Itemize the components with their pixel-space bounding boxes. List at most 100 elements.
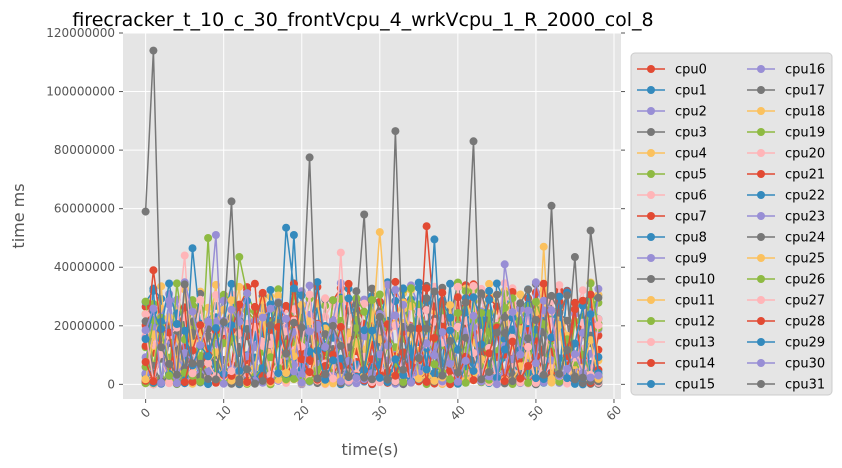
data-point xyxy=(438,328,447,337)
data-point xyxy=(492,290,501,299)
data-point xyxy=(383,280,392,289)
data-point xyxy=(414,374,423,383)
legend-label: cpu4 xyxy=(675,147,707,162)
data-point xyxy=(485,368,494,376)
data-point xyxy=(492,328,501,337)
data-point xyxy=(188,377,197,386)
data-point xyxy=(500,260,509,269)
data-point xyxy=(180,251,189,260)
data-point xyxy=(453,282,462,291)
legend-item-cpu12: cpu12 xyxy=(637,315,715,330)
data-point xyxy=(258,288,267,297)
data-point xyxy=(422,294,431,303)
data-point xyxy=(391,311,400,320)
data-point xyxy=(391,355,400,364)
data-point xyxy=(368,296,376,304)
data-point xyxy=(305,290,314,299)
legend-label: cpu1 xyxy=(675,84,707,99)
legend-marker xyxy=(647,254,655,262)
data-point xyxy=(305,327,314,336)
data-point xyxy=(297,300,306,309)
legend-item-cpu18: cpu18 xyxy=(747,105,825,120)
data-point xyxy=(157,343,166,352)
data-point xyxy=(196,289,205,298)
data-point xyxy=(594,321,603,330)
data-point xyxy=(524,334,533,343)
data-point xyxy=(227,296,236,305)
data-point xyxy=(243,289,252,298)
data-point xyxy=(227,367,236,376)
data-point xyxy=(508,308,517,317)
series-cpu31 xyxy=(141,46,603,388)
data-point xyxy=(430,369,439,377)
legend-item-cpu2: cpu2 xyxy=(637,105,707,120)
data-point xyxy=(391,277,400,286)
legend-label: cpu12 xyxy=(675,315,715,330)
data-point xyxy=(391,321,400,330)
data-point xyxy=(570,339,579,348)
y-tick-label: 60000000 xyxy=(54,202,115,216)
data-point xyxy=(516,290,525,299)
data-point xyxy=(446,326,455,335)
data-point xyxy=(196,359,205,368)
y-tick-label: 80000000 xyxy=(54,143,115,157)
legend-label: cpu6 xyxy=(675,189,707,204)
data-point xyxy=(243,365,252,374)
legend-item-cpu9: cpu9 xyxy=(637,252,707,267)
x-tick-label: 30 xyxy=(369,403,390,424)
data-point xyxy=(204,317,213,326)
data-point xyxy=(391,127,400,136)
x-tick-label: 40 xyxy=(448,403,469,424)
legend-label: cpu14 xyxy=(675,357,715,372)
data-point xyxy=(180,280,189,289)
data-point xyxy=(516,374,525,383)
data-point xyxy=(274,291,283,300)
data-point xyxy=(547,333,556,342)
y-tick-label: 100000000 xyxy=(46,85,115,99)
data-point xyxy=(368,375,376,384)
data-point xyxy=(165,371,174,380)
data-point xyxy=(336,322,345,331)
data-point xyxy=(531,359,540,368)
legend-marker xyxy=(647,191,655,199)
data-point xyxy=(266,377,275,386)
legend-label: cpu23 xyxy=(785,210,825,225)
data-point xyxy=(250,302,259,311)
data-point xyxy=(555,292,564,301)
data-point xyxy=(485,279,494,288)
data-point xyxy=(289,284,298,293)
data-point xyxy=(422,377,431,386)
data-point xyxy=(165,313,174,322)
data-point xyxy=(508,377,517,385)
legend-item-cpu27: cpu27 xyxy=(747,294,825,309)
legend-label: cpu28 xyxy=(785,315,825,330)
legend-label: cpu2 xyxy=(675,105,707,120)
data-point xyxy=(469,293,478,302)
data-point xyxy=(274,299,283,307)
data-point xyxy=(547,201,556,210)
data-point xyxy=(165,279,174,288)
legend-item-cpu16: cpu16 xyxy=(747,63,825,78)
x-tick-label: 0 xyxy=(138,405,153,420)
data-point xyxy=(352,324,361,333)
data-point xyxy=(375,350,384,359)
legend-item-cpu7: cpu7 xyxy=(637,210,707,225)
data-point xyxy=(508,288,517,296)
data-point xyxy=(360,326,369,335)
legend-item-cpu5: cpu5 xyxy=(637,168,707,183)
data-point xyxy=(360,307,369,316)
data-point xyxy=(274,285,283,294)
data-point xyxy=(289,367,298,376)
data-point xyxy=(594,371,603,380)
data-point xyxy=(422,365,431,374)
data-point xyxy=(586,373,595,382)
legend-label: cpu27 xyxy=(785,294,825,309)
legend-item-cpu31: cpu31 xyxy=(747,378,825,393)
data-point xyxy=(149,377,158,386)
legend-label: cpu20 xyxy=(785,147,825,162)
data-point xyxy=(227,279,236,288)
legend-marker xyxy=(757,128,765,136)
legend-item-cpu15: cpu15 xyxy=(637,378,715,393)
data-point xyxy=(430,351,439,360)
data-point xyxy=(243,378,252,387)
